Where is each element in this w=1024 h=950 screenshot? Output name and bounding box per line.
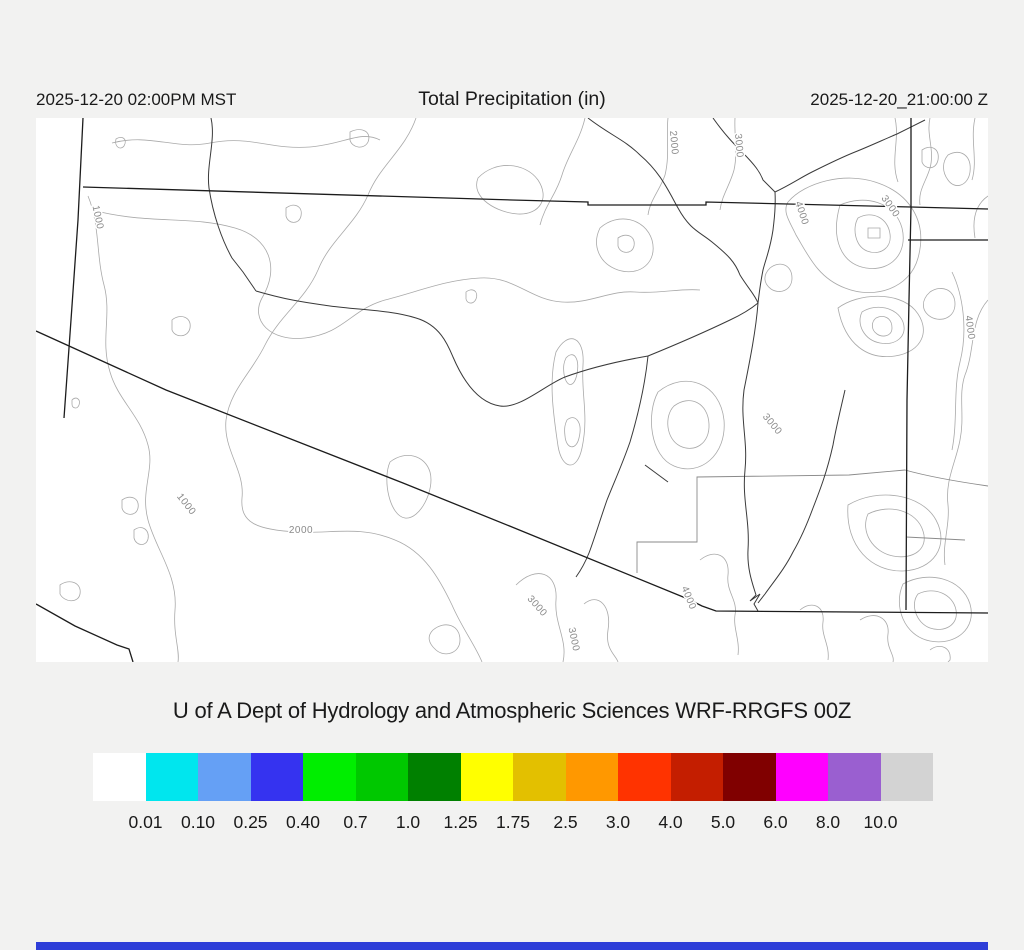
colorbar-value: 0.10	[180, 812, 216, 832]
colorbar-cell	[513, 753, 566, 801]
colorbar-cell	[250, 753, 303, 801]
contour-elevation-label: 3000	[732, 133, 745, 158]
colorbar-value: 8.0	[815, 812, 841, 832]
colorbar-cell	[198, 753, 251, 801]
colorbar-cell	[618, 753, 671, 801]
contour-elevation-label: 2000	[289, 525, 313, 536]
colorbar-value: 5.0	[710, 812, 736, 832]
contour-elevation-label: 1000	[174, 492, 198, 518]
colorbar-value: 6.0	[763, 812, 788, 832]
colorbar-value: 2.5	[553, 812, 578, 832]
colorbar-cell	[303, 753, 356, 801]
contour-elevation-label: 2000	[667, 130, 680, 155]
precipitation-map: 1000 1000 2000 2000 3000 4000 3000 4000 3000 4000…	[36, 118, 988, 662]
colorbar-cell	[93, 753, 146, 801]
colorbar-cell	[723, 753, 776, 801]
colorbar-cell	[408, 753, 461, 801]
colorbar-value: 3.0	[605, 812, 631, 832]
colorbar-value: 1.25	[443, 812, 478, 832]
colorbar-value: 0.01	[128, 812, 163, 832]
colorbar-cell	[565, 753, 618, 801]
colorbar-value: 0.40	[285, 812, 321, 832]
colorbar-value: 4.0	[658, 812, 683, 832]
colorbar-cell	[828, 753, 881, 801]
colorbar-legend	[93, 753, 933, 801]
colorbar-cell	[880, 753, 933, 801]
contour-elevation-label: 3000	[566, 626, 582, 652]
colorbar-value: 10.0	[863, 812, 898, 832]
colorbar-value: 1.0	[395, 812, 421, 832]
bottom-blue-bar	[36, 942, 988, 950]
colorbar-cell	[355, 753, 408, 801]
rivers	[207, 118, 926, 612]
contour-elevation-label: 4000	[962, 315, 976, 341]
colorbar-value-labels: 0.01 0.10 0.25 0.40 0.7 1.0 1.25 1.75 2.5 3.0 4.0 5…	[0, 812, 1024, 836]
page-title: Total Precipitation (in)	[418, 88, 606, 110]
credit-title: U of A Dept of Hydrology and Atmospheric…	[172, 698, 852, 723]
colorbar-cell	[460, 753, 513, 801]
terrain-contours	[59, 118, 988, 662]
contour-elevation-label: 4000	[679, 585, 698, 612]
county-boundaries	[636, 469, 988, 573]
colorbar-cell	[775, 753, 828, 801]
colorbar-cell	[670, 753, 723, 801]
colorbar-cell	[145, 753, 198, 801]
contour-elevation-label: 3000	[760, 412, 784, 438]
contour-elevation-label: 3000	[525, 594, 549, 619]
colorbar-value: 0.7	[343, 812, 368, 832]
valid-time-local: 2025-12-20 02:00PM MST	[36, 90, 237, 109]
contour-elevation-label: 1000	[90, 204, 106, 230]
state-borders	[36, 118, 988, 662]
colorbar-value: 1.75	[495, 812, 531, 832]
colorbar-value: 0.25	[233, 812, 268, 832]
valid-time-utc: 2025-12-20_21:00:00 Z	[810, 90, 988, 109]
